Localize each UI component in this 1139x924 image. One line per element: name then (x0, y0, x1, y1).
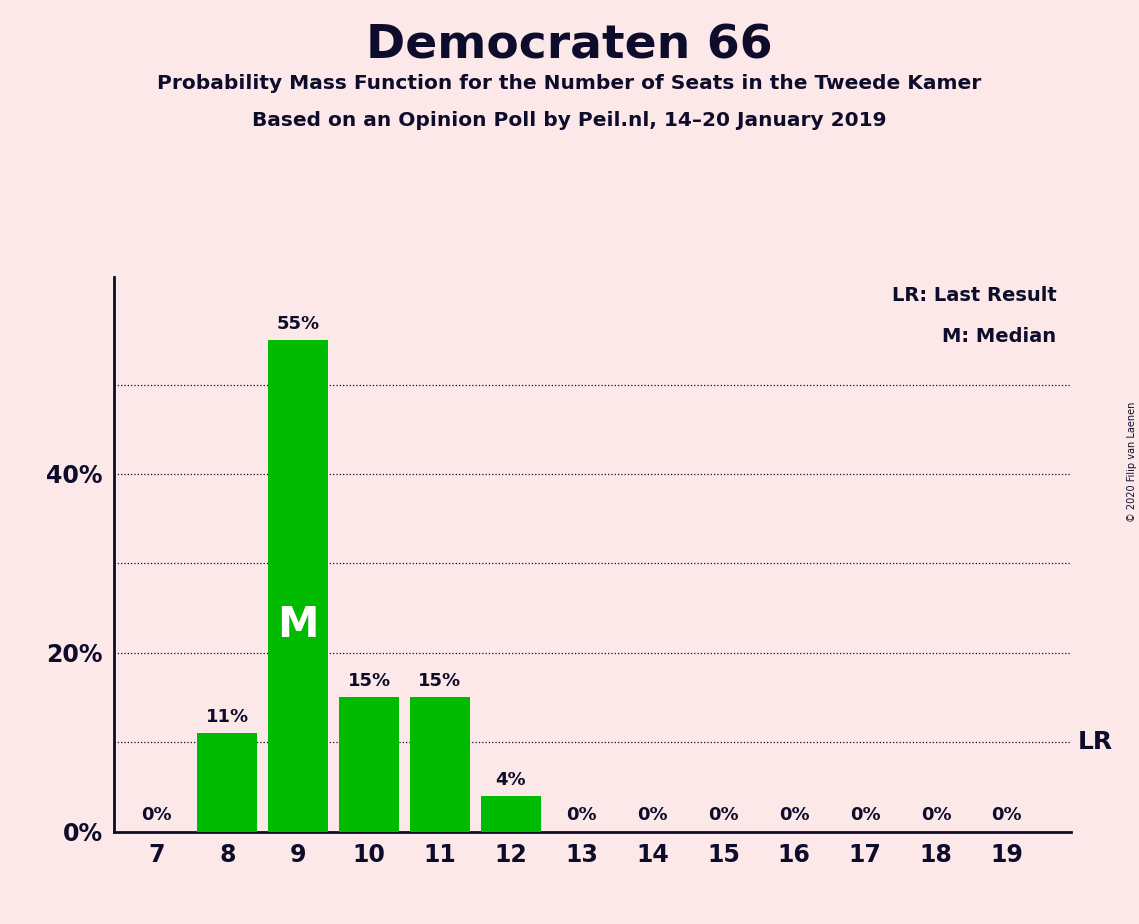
Text: 4%: 4% (495, 771, 526, 789)
Text: 0%: 0% (708, 807, 739, 824)
Bar (197, 734, 257, 832)
Text: 0%: 0% (850, 807, 880, 824)
Bar (481, 796, 541, 832)
Text: 11%: 11% (206, 708, 248, 726)
Text: 15%: 15% (347, 673, 391, 690)
Text: © 2020 Filip van Laenen: © 2020 Filip van Laenen (1128, 402, 1137, 522)
Text: 0%: 0% (779, 807, 810, 824)
Text: 0%: 0% (141, 807, 172, 824)
Text: 15%: 15% (418, 673, 461, 690)
Bar (339, 698, 399, 832)
Text: Probability Mass Function for the Number of Seats in the Tweede Kamer: Probability Mass Function for the Number… (157, 74, 982, 93)
Text: 55%: 55% (277, 315, 320, 333)
Text: 0%: 0% (992, 807, 1022, 824)
Text: 0%: 0% (637, 807, 667, 824)
Text: M: M (278, 604, 319, 646)
Bar (268, 340, 328, 832)
Bar (410, 698, 470, 832)
Text: LR: Last Result: LR: Last Result (892, 286, 1056, 305)
Text: 0%: 0% (920, 807, 951, 824)
Text: 0%: 0% (566, 807, 597, 824)
Text: M: Median: M: Median (942, 327, 1056, 346)
Text: Democraten 66: Democraten 66 (366, 23, 773, 68)
Text: Based on an Opinion Poll by Peil.nl, 14–20 January 2019: Based on an Opinion Poll by Peil.nl, 14–… (252, 111, 887, 130)
Text: LR: LR (1077, 730, 1113, 754)
